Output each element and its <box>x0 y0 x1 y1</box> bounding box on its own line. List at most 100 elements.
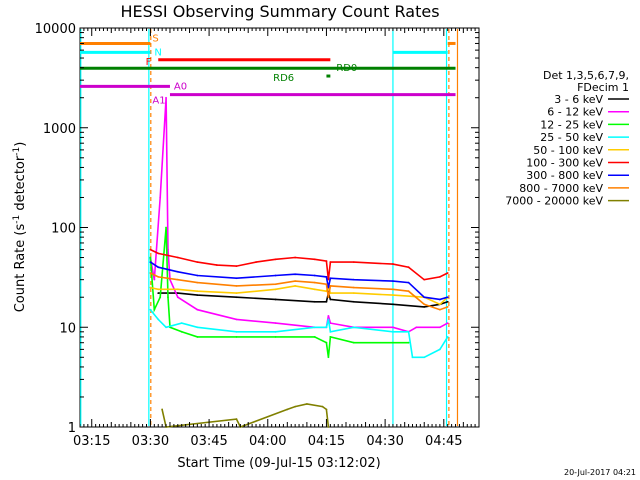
legend-label: 100 - 300 keV <box>526 157 603 170</box>
data-point <box>294 280 297 283</box>
data-point <box>325 341 328 344</box>
data-point <box>157 288 160 291</box>
data-point <box>159 296 162 299</box>
x-axis-ticks: 03:15 03:30 03:45 04:00 04:15 04:30 04:45 <box>73 28 480 449</box>
data-point <box>407 341 410 344</box>
x-tick-label: 04:30 <box>366 434 403 449</box>
data-point <box>446 300 449 303</box>
data-point <box>415 326 418 329</box>
data-point <box>392 341 394 344</box>
data-point <box>149 308 152 311</box>
data-point <box>176 278 179 281</box>
data-point <box>235 284 238 287</box>
data-point <box>392 294 394 297</box>
data-point <box>196 294 199 297</box>
data-point <box>446 272 449 274</box>
data-point <box>149 261 152 263</box>
legend-header-line2: FDecim 1 <box>577 81 629 94</box>
legend-label: 800 - 7000 keV <box>519 182 603 195</box>
data-point <box>329 330 332 333</box>
data-point <box>352 300 355 303</box>
data-point <box>196 336 199 338</box>
data-point <box>438 275 441 278</box>
data-point <box>329 322 332 325</box>
data-point <box>235 330 238 333</box>
flag-label: A1 <box>152 96 165 107</box>
y-tick-label: 1 <box>68 421 76 436</box>
data-point <box>235 296 238 299</box>
data-point <box>286 408 289 411</box>
data-point <box>327 278 330 281</box>
data-point <box>157 292 160 294</box>
data-point <box>423 305 426 308</box>
flag-label: RD6 <box>273 73 294 84</box>
y-tick-label: 10 <box>59 321 76 336</box>
data-point <box>305 403 308 405</box>
data-point <box>446 305 449 308</box>
data-point <box>352 286 355 289</box>
data-point <box>294 256 297 259</box>
data-point <box>167 296 169 299</box>
legend-label: 50 - 100 keV <box>533 144 603 157</box>
data-point <box>321 405 324 408</box>
data-point <box>165 326 167 329</box>
data-point <box>392 303 394 306</box>
data-point <box>180 322 183 325</box>
series-line-4 <box>150 285 449 306</box>
flag-label: S <box>152 33 158 44</box>
data-point <box>329 298 332 301</box>
data-point <box>196 290 199 293</box>
data-point <box>274 258 277 261</box>
data-point <box>274 298 277 301</box>
data-point <box>438 303 441 306</box>
data-point <box>153 278 156 281</box>
data-point <box>274 283 277 286</box>
data-point <box>392 288 394 291</box>
data-point <box>325 275 328 278</box>
data-point <box>235 418 238 421</box>
data-point <box>159 196 162 199</box>
data-point <box>196 261 199 263</box>
data-point <box>235 265 238 268</box>
legend-label: 25 - 50 keV <box>540 131 603 144</box>
data-point <box>313 258 316 261</box>
data-point <box>196 274 199 277</box>
data-point <box>294 284 297 287</box>
data-point <box>327 426 330 428</box>
series-line-0 <box>158 290 448 308</box>
data-point <box>235 336 238 338</box>
series-line-1 <box>149 97 449 333</box>
data-point <box>438 326 441 329</box>
data-point <box>176 270 179 273</box>
series-line-8 <box>161 403 330 429</box>
data-point <box>149 248 152 251</box>
data-point <box>392 330 394 333</box>
x-axis-label: Start Time (09-Jul-15 03:12:02) <box>177 456 380 471</box>
data-point <box>423 296 426 299</box>
data-point <box>165 96 167 99</box>
data-point <box>149 286 152 289</box>
x-tick-label: 04:00 <box>249 434 286 449</box>
data-point <box>274 336 277 338</box>
data-point <box>438 348 441 351</box>
data-point <box>329 284 332 287</box>
data-point <box>157 275 160 278</box>
data-point <box>235 292 238 294</box>
series-group <box>149 96 449 429</box>
data-point <box>352 341 355 344</box>
data-point <box>446 296 449 299</box>
legend-header-line1: Det 1,3,5,6,7,9, <box>543 69 629 82</box>
data-point <box>325 300 328 303</box>
vertical-markers <box>80 29 459 426</box>
data-point <box>327 356 330 359</box>
data-point <box>352 326 355 329</box>
data-point <box>274 322 277 325</box>
data-point <box>313 281 316 284</box>
data-point <box>157 252 160 255</box>
y-tick-label: 100 <box>51 222 76 237</box>
data-point <box>176 296 179 299</box>
data-point <box>407 281 410 284</box>
data-point <box>235 318 238 321</box>
data-point <box>392 280 394 283</box>
data-point <box>274 288 277 291</box>
